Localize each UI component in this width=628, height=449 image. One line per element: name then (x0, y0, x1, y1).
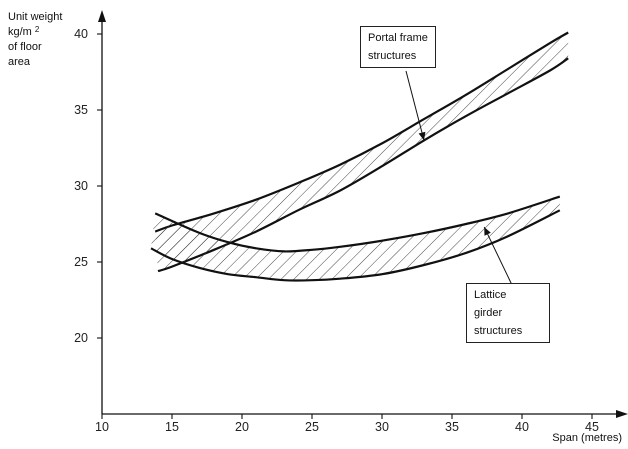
annotation-portal-frame-line-2: structures (368, 50, 417, 62)
y-axis-label-line-1: Unit weight (8, 11, 63, 23)
axes (98, 10, 628, 418)
lattice-arrow-line (483, 226, 513, 286)
portal-arrow-head (418, 131, 426, 141)
y-axis-label-line-3: of floor (8, 41, 42, 53)
y-axis-label-superscript: 2 (34, 24, 40, 34)
y-tick-label: 40 (74, 27, 88, 41)
band-fill-2 (151, 196, 560, 281)
y-tick-label: 30 (74, 179, 88, 193)
y-axis-label: Unit weight kg/m 2 of floor area (8, 10, 62, 69)
band-upper-line-1 (154, 31, 569, 233)
x-tick-label: 15 (165, 420, 179, 434)
plot-areas (150, 31, 569, 282)
x-tick-label: 20 (235, 420, 249, 434)
y-axis-label-line-2: kg/m (8, 25, 32, 38)
y-axis-label-line-4: area (8, 55, 31, 68)
portal-arrow-line (405, 70, 425, 141)
x-tick-label: 35 (445, 420, 459, 434)
band-fill-1 (155, 32, 569, 272)
x-tick-label: 45 (585, 420, 599, 434)
tick-marks: 10 15 20 25 30 35 40 45 20 25 30 35 40 (74, 27, 599, 434)
y-axis-arrow (98, 10, 106, 22)
x-axis-label: Span (metres) (552, 432, 622, 444)
annotation-arrows (405, 70, 513, 286)
band-lower-line-2 (150, 209, 561, 282)
y-tick-label: 25 (74, 255, 88, 269)
y-tick-label: 35 (74, 103, 88, 117)
y-tick-label: 20 (74, 331, 88, 345)
x-tick-label: 40 (515, 420, 529, 434)
x-axis-arrow (616, 410, 628, 418)
lattice-arrow-head (484, 227, 491, 236)
annotation-lattice-girder-line-2: girder (474, 307, 503, 319)
x-tick-label: 25 (305, 420, 319, 434)
annotation-lattice-girder-line-3: structures (474, 325, 523, 337)
annotation-lattice-girder-line-1: Lattice (474, 289, 507, 301)
annotation-lattice-girder: Lattice girder structures (466, 283, 550, 343)
x-tick-label: 30 (375, 420, 389, 434)
annotation-portal-frame-line-1: Portal frame (368, 32, 428, 44)
x-tick-label: 10 (95, 420, 109, 434)
band-upper-line-2 (154, 195, 561, 253)
annotation-portal-frame: Portal frame structures (360, 26, 436, 68)
